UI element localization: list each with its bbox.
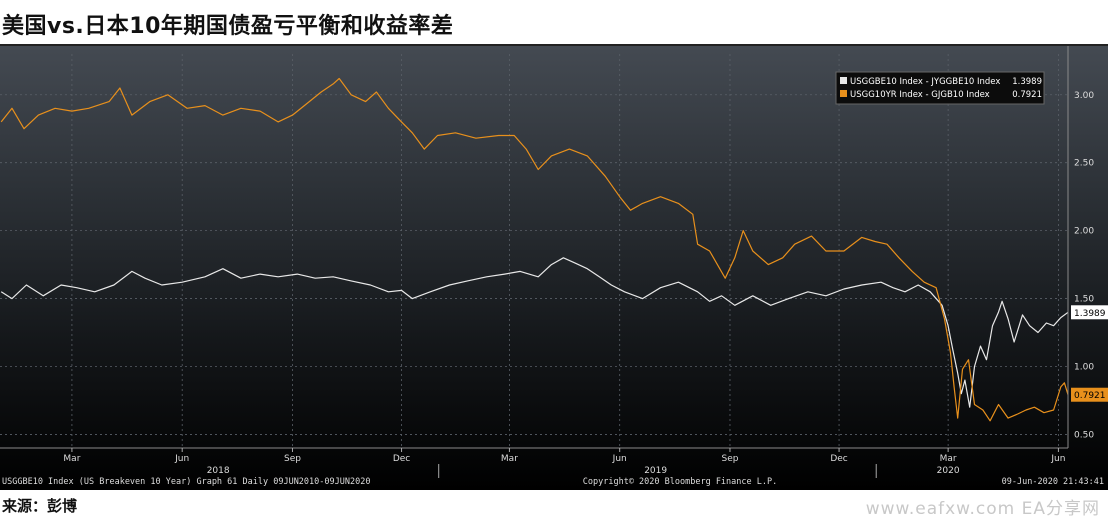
- x-month-label: Jun: [612, 454, 627, 464]
- watermark: www.eafxw.com EA分享网: [865, 499, 1100, 519]
- y-tick-label: 3.00: [1074, 91, 1094, 101]
- legend-value-orange: 0.7921: [1012, 90, 1042, 100]
- last-value-tag-orange: [1071, 387, 1108, 402]
- x-month-label: Jun: [174, 454, 189, 464]
- x-month-label: Dec: [830, 454, 847, 464]
- series-line-orange: [0, 77, 1069, 422]
- legend-value-white: 1.3989: [1012, 77, 1042, 87]
- x-month-label: Jun: [1050, 454, 1065, 464]
- last-value-tag-white: [1071, 305, 1108, 320]
- source-note: 来源：彭博: [2, 497, 78, 515]
- x-month-label: Mar: [501, 454, 518, 464]
- legend-swatch-white: [840, 77, 847, 84]
- footer-center-text: Copyright© 2020 Bloomberg Finance L.P.: [583, 477, 777, 487]
- footer-left-text: USGGBE10 Index (US Breakeven 10 Year) Gr…: [2, 477, 370, 487]
- y-tick-label: 2.00: [1074, 227, 1094, 237]
- y-tick-label: 1.50: [1074, 295, 1094, 305]
- legend-swatch-orange: [840, 90, 847, 97]
- chart-panel: 3.00 2.50 2.00 1.50 1.00 0.50 Mar Jun Sep Dec Mar J…: [0, 46, 1108, 490]
- series-line-white: [0, 257, 1069, 408]
- y-tick-label: 0.50: [1074, 430, 1094, 440]
- footer-right-text: 09-Jun-2020 21:43:41: [1002, 477, 1104, 487]
- line-chart: 3.00 2.50 2.00 1.50 1.00 0.50 Mar Jun Sep Dec Mar J…: [0, 46, 1108, 487]
- x-month-label: Mar: [63, 454, 80, 464]
- title-rule: [0, 44, 1108, 46]
- legend: USGGBE10 Index - JYGGBE10 Index 1.3989 U…: [835, 71, 1045, 105]
- x-month-label: Sep: [721, 454, 738, 464]
- page-title: 美国vs.日本10年期国债盈亏平衡和收益率差: [2, 14, 454, 39]
- y-tick-label: 2.50: [1074, 159, 1094, 169]
- x-month-label: Sep: [284, 454, 301, 464]
- last-value-label-orange: 0.7921: [1074, 391, 1106, 401]
- x-year-label: 2019: [644, 466, 667, 476]
- last-value-label-white: 1.3989: [1074, 309, 1106, 319]
- x-year-label: 2020: [937, 466, 960, 476]
- x-month-label: Dec: [393, 454, 410, 464]
- x-month-label: Mar: [940, 454, 957, 464]
- legend-label-orange: USGG10YR Index - GJGB10 Index: [850, 90, 990, 100]
- y-tick-label: 1.00: [1074, 362, 1094, 372]
- legend-label-white: USGGBE10 Index - JYGGBE10 Index: [850, 77, 1000, 87]
- x-year-label: 2018: [207, 466, 230, 476]
